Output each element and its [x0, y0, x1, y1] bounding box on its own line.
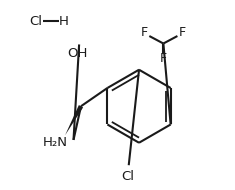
Text: F: F [160, 52, 167, 65]
Text: F: F [141, 26, 148, 39]
Text: Cl: Cl [121, 170, 134, 183]
Text: H: H [59, 15, 69, 28]
Text: Cl: Cl [29, 15, 42, 28]
Text: OH: OH [67, 47, 87, 60]
Text: H₂N: H₂N [42, 136, 67, 149]
Polygon shape [65, 105, 83, 135]
Text: F: F [179, 26, 186, 39]
